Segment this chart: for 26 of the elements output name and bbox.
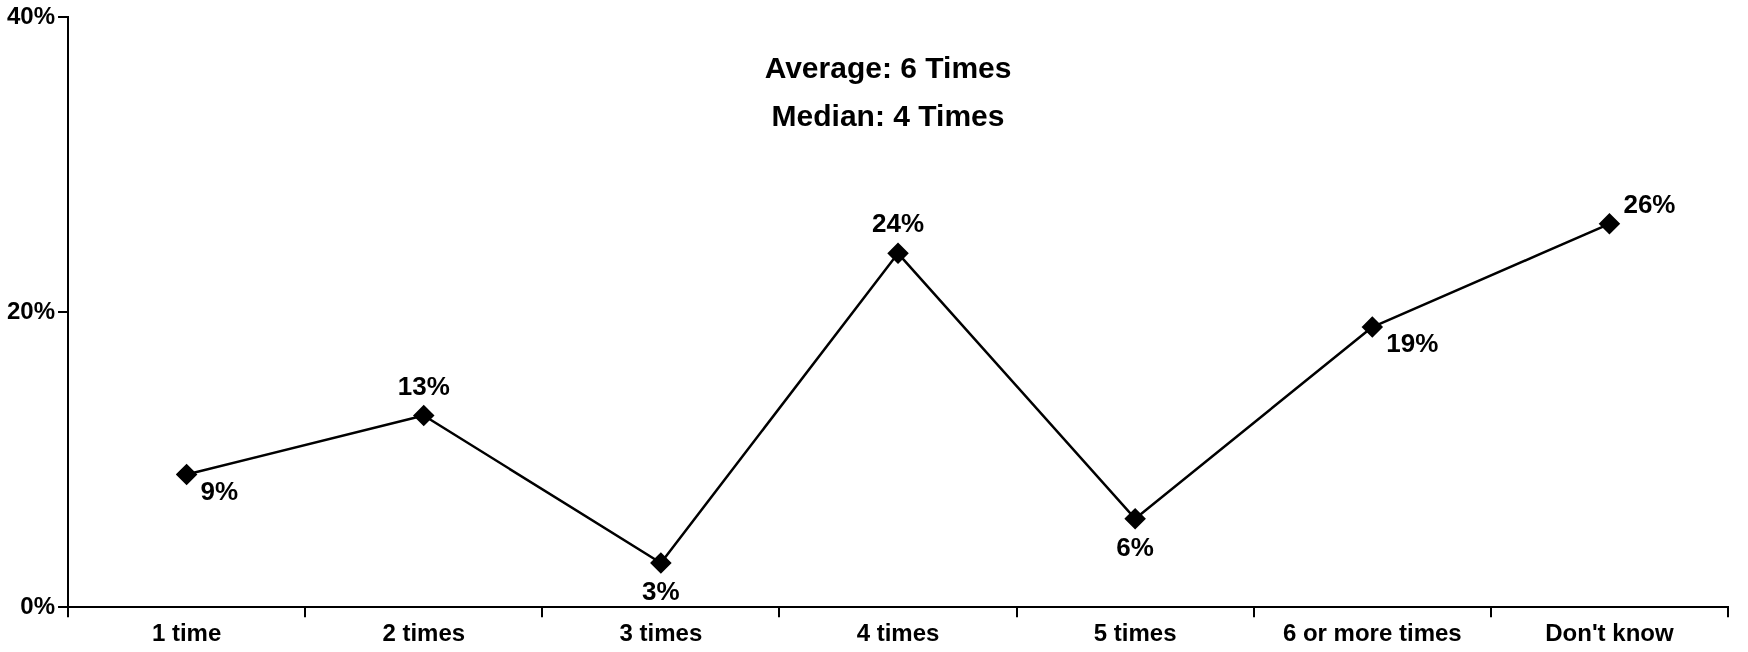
y-tick-label: 0%	[20, 591, 56, 619]
point	[1362, 316, 1383, 338]
x-tick-label: 6 or more times	[1282, 619, 1462, 647]
x-tick-label: 3 times	[619, 619, 703, 647]
y-tick-label: 40%	[6, 2, 56, 30]
point	[887, 243, 909, 264]
x-tick-label: 2 times	[382, 619, 466, 647]
x-tick-label: Don't know	[1545, 619, 1674, 647]
point	[1124, 508, 1146, 529]
point	[1599, 213, 1620, 235]
data-label: 3%	[642, 576, 680, 607]
point	[413, 405, 434, 426]
x-tick-label: 5 times	[1093, 619, 1177, 647]
x-tick-label: 1 time	[151, 619, 222, 647]
data-label: 9%	[200, 475, 239, 506]
data-label: 6%	[1116, 531, 1154, 562]
annotation: Median: 4 Times	[771, 99, 1005, 133]
y-tick-label: 20%	[6, 296, 56, 324]
point	[176, 464, 197, 485]
data-label: 24%	[871, 208, 925, 239]
annotation: Average: 6 Times	[764, 51, 1012, 85]
data-label: 19%	[1386, 328, 1439, 359]
x-tick-label: 4 times	[856, 619, 940, 647]
point	[650, 552, 672, 574]
data-label: 26%	[1623, 189, 1676, 219]
data-label: 13%	[397, 370, 450, 401]
